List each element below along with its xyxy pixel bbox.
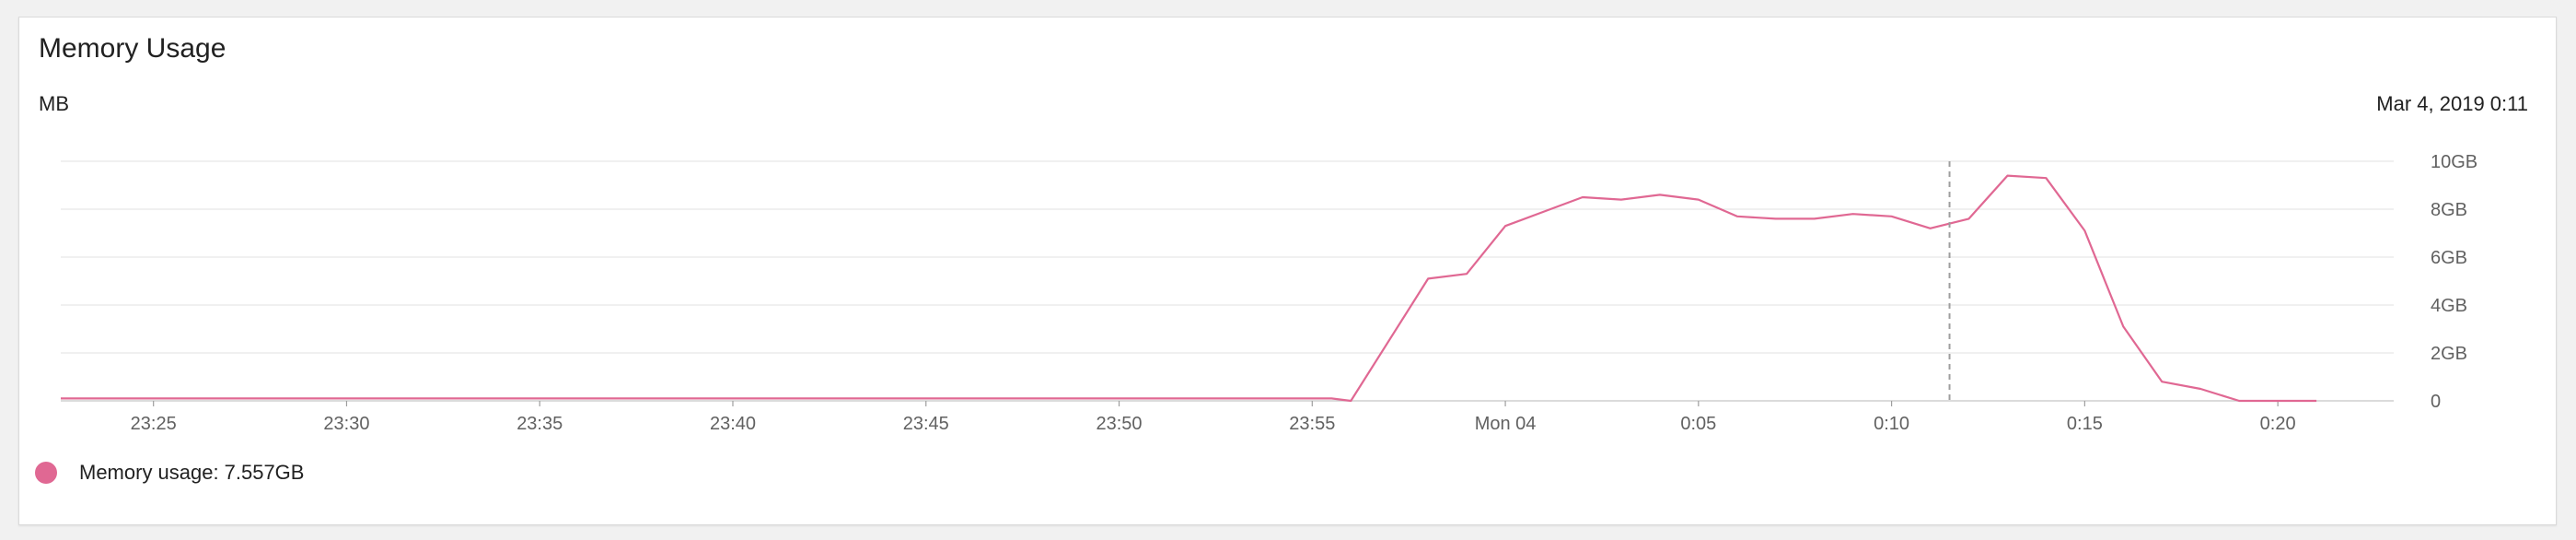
y-tick-label: 8GB — [2431, 200, 2467, 220]
x-tick-label: 23:30 — [323, 414, 369, 434]
memory-usage-card — [18, 17, 2557, 525]
series-layer — [61, 174, 2317, 403]
x-tick-label: 23:35 — [516, 414, 563, 434]
y-tick-label: 6GB — [2431, 248, 2467, 268]
x-tick-label: 23:25 — [131, 414, 177, 434]
x-tick-label: 23:50 — [1096, 414, 1142, 434]
memory-usage-line — [61, 174, 2317, 403]
x-tick-label: 23:40 — [710, 414, 756, 434]
x-tick-label: 0:15 — [2067, 414, 2103, 434]
y-tick-label: 0 — [2431, 392, 2441, 412]
x-tick-label: 23:45 — [903, 414, 949, 434]
grid-lines — [61, 160, 2394, 402]
y-axis-ticks: 0 2GB 4GB 6GB 8GB 10GB — [2431, 152, 2477, 412]
legend-value: 7.557GB — [224, 461, 305, 484]
x-tick-label: 0:10 — [1874, 414, 1909, 434]
x-tick-label: Mon 04 — [1475, 414, 1537, 434]
x-tick-label: 0:20 — [2260, 414, 2296, 434]
y-tick-label: 4GB — [2431, 296, 2467, 316]
y-tick-label: 10GB — [2431, 152, 2477, 172]
x-axis-ticks: 23:25 23:30 23:35 23:40 23:45 23:50 23:55 Mon 0… — [131, 401, 2296, 434]
legend-color-swatch — [35, 462, 57, 484]
legend-label: Memory usage: — [79, 461, 219, 484]
x-tick-label: 0:05 — [1680, 414, 1716, 434]
y-tick-label: 2GB — [2431, 344, 2467, 364]
unit-label: MB — [39, 92, 69, 115]
panel-title: Memory Usage — [39, 33, 226, 64]
x-tick-label: 23:55 — [1289, 414, 1335, 434]
hover-timestamp: Mar 4, 2019 0:11 — [2376, 92, 2528, 115]
legend[interactable]: Memory usage: 7.557GB — [35, 461, 304, 485]
